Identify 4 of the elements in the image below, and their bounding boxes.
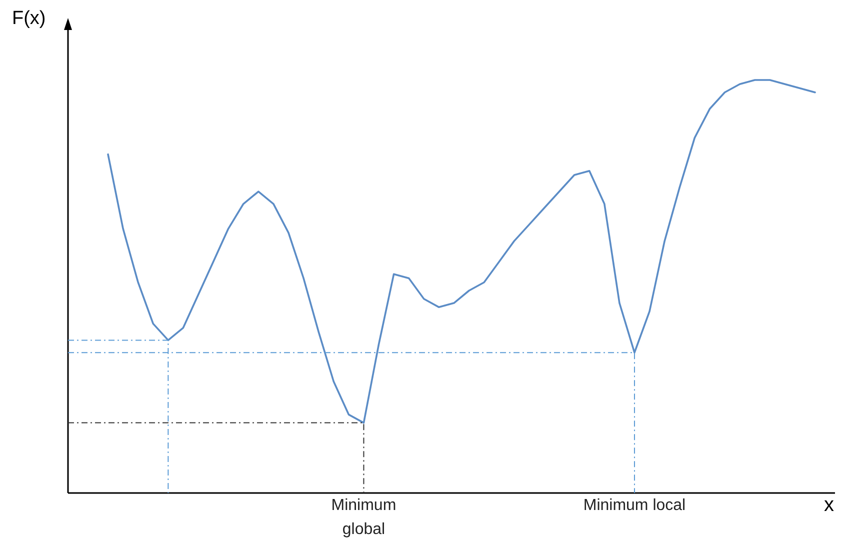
x-axis-title: x: [824, 494, 834, 516]
ref-line-label: Minimum local: [583, 497, 686, 514]
y-axis-title: F(x): [12, 8, 46, 29]
ref-line-label: Minimum global: [331, 497, 396, 538]
